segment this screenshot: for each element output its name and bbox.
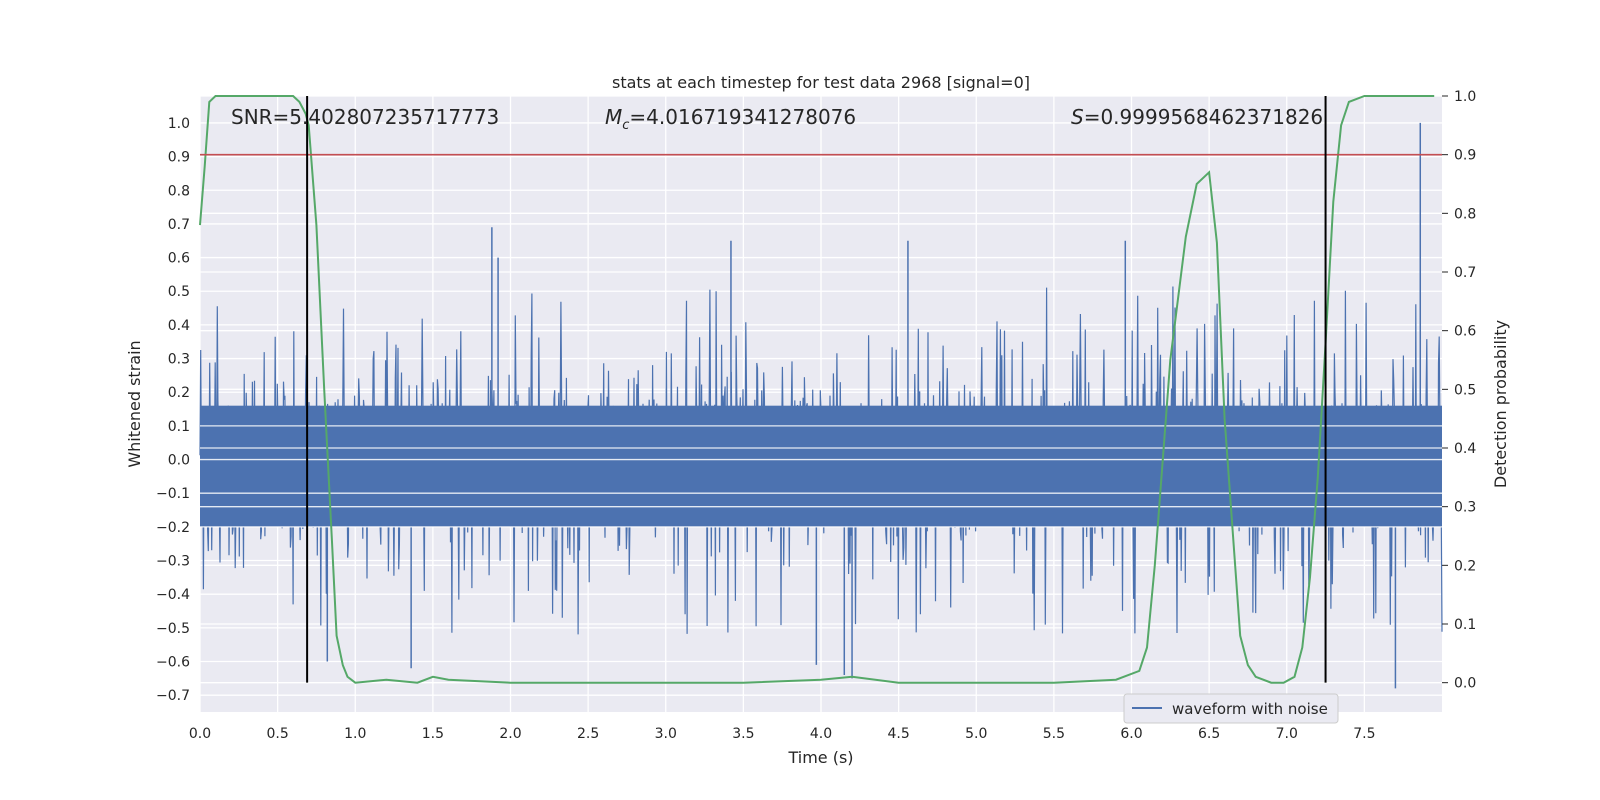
y2-tick-label: 0.7 <box>1454 265 1476 281</box>
x-tick-label: 2.5 <box>577 726 599 742</box>
y-tick-label: −0.7 <box>156 688 190 704</box>
x-tick-label: 7.0 <box>1276 726 1298 742</box>
y-tick-label: −0.2 <box>156 520 190 536</box>
y-tick-label: 0.5 <box>168 284 190 300</box>
detection-probability-line <box>199 95 1435 684</box>
chirp-mass-annotation: Mc=4.016719341278076 <box>605 105 856 133</box>
statistic-annotation: S=0.9999568462371826 <box>1071 105 1323 129</box>
y2-tick-label: 0.2 <box>1454 558 1476 574</box>
x-tick-label: 5.0 <box>965 726 987 742</box>
x-tick-label: 1.5 <box>422 726 444 742</box>
x-tick-label: 7.5 <box>1353 726 1375 742</box>
y2-tick-label: 0.5 <box>1454 382 1476 398</box>
noise-dense-band <box>200 405 1442 527</box>
x-tick-label: 3.5 <box>732 726 754 742</box>
y-tick-label: 0.9 <box>168 150 190 166</box>
y-tick-label: 0.2 <box>168 385 190 401</box>
x-tick-label: 0.5 <box>266 726 288 742</box>
waveform-with-noise-trace <box>199 122 1443 689</box>
y-tick-label: −0.3 <box>156 554 190 570</box>
chirp-mass-value: =4.016719341278076 <box>629 105 856 129</box>
y-axis-ticks: 1.0 0.9 0.8 0.7 0.6 0.5 0.4 0.3 0.2 0.1 0.0 −0.1 −0.… <box>156 116 190 704</box>
x-axis-label: Time (s) <box>787 748 853 767</box>
y-axis-label: Whitened strain <box>125 340 144 467</box>
snr-annotation: SNR=5.402807235717773 <box>231 105 499 129</box>
y-tick-label: −0.5 <box>156 621 190 637</box>
x-tick-label: 3.0 <box>655 726 677 742</box>
y-tick-label: 1.0 <box>168 116 190 132</box>
x-tick-label: 4.5 <box>887 726 909 742</box>
y-tick-label: −0.4 <box>156 587 190 603</box>
statistic-symbol: S <box>1071 105 1084 129</box>
x-tick-label: 1.0 <box>344 726 366 742</box>
legend-label: waveform with noise <box>1172 700 1328 718</box>
y-tick-label: −0.1 <box>156 486 190 502</box>
y-tick-label: 0.1 <box>168 419 190 435</box>
y-tick-label: 0.6 <box>168 251 190 267</box>
y-tick-label: 0.4 <box>168 318 190 334</box>
y2-tick-label: 0.4 <box>1454 441 1476 457</box>
overlay-lines <box>199 95 1442 684</box>
y2-axis-label: Detection probability <box>1491 320 1510 488</box>
x-axis-ticks: 0.0 0.5 1.0 1.5 2.0 2.5 3.0 3.5 4.0 4.5 5.0 5.5 6.0 6… <box>189 726 1376 742</box>
chart-title: stats at each timestep for test data 296… <box>612 73 1030 92</box>
y2-tick-label: 0.9 <box>1454 148 1476 164</box>
y-tick-label: 0.3 <box>168 352 190 368</box>
y2-tick-label: 0.0 <box>1454 676 1476 692</box>
x-tick-label: 6.5 <box>1198 726 1220 742</box>
chirp-mass-subscript: c <box>622 118 629 133</box>
y2-tick-label: 0.8 <box>1454 206 1476 222</box>
y-tick-label: 0.8 <box>168 183 190 199</box>
y2-tick-label: 0.3 <box>1454 500 1476 516</box>
y-tick-label: 0.0 <box>168 453 190 469</box>
y-tick-label: −0.6 <box>156 655 190 671</box>
x-tick-label: 4.0 <box>810 726 832 742</box>
x-tick-label: 2.0 <box>499 726 521 742</box>
legend: waveform with noise <box>1123 693 1339 724</box>
x-tick-label: 5.5 <box>1043 726 1065 742</box>
x-tick-label: 0.0 <box>189 726 211 742</box>
chirp-mass-symbol: M <box>605 105 622 129</box>
legend-box <box>1123 693 1339 724</box>
y-tick-label: 0.7 <box>168 217 190 233</box>
statistic-value: =0.9999568462371826 <box>1084 105 1323 129</box>
y2-tick-label: 1.0 <box>1454 89 1476 105</box>
y2-axis-ticks: 1.0 0.9 0.8 0.7 0.6 0.5 0.4 0.3 0.2 0.1 0.0 <box>1442 89 1476 692</box>
y2-tick-label: 0.1 <box>1454 617 1476 633</box>
x-tick-label: 6.0 <box>1120 726 1142 742</box>
y2-tick-label: 0.6 <box>1454 324 1476 340</box>
